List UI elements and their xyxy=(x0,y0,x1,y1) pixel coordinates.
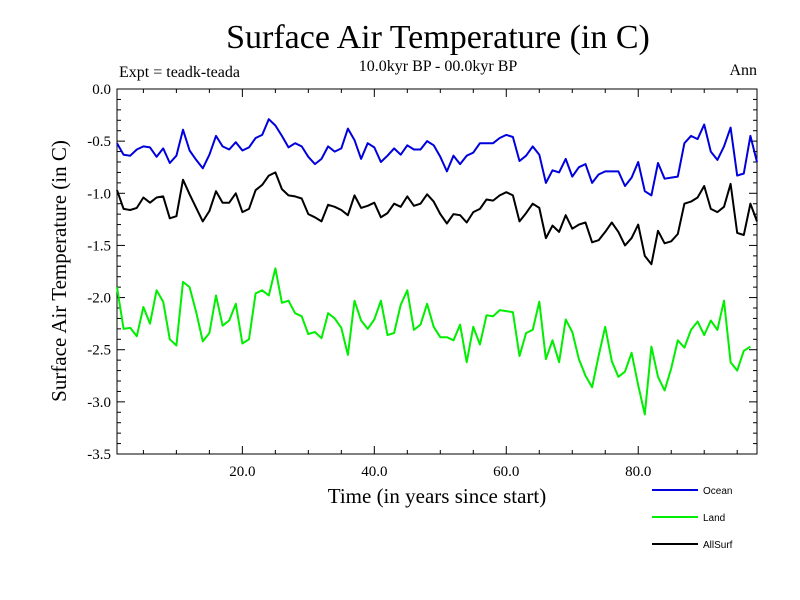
legend-label-allsurf: AllSurf xyxy=(703,540,733,551)
y-tick-label: -1.5 xyxy=(87,238,111,254)
y-axis-label: Surface Air Temperature (in C) xyxy=(47,140,71,402)
series-line-ocean xyxy=(116,118,758,197)
x-tick-label: 40.0 xyxy=(361,464,387,480)
x-tick-label: 20.0 xyxy=(229,464,255,480)
series-line-land xyxy=(116,267,751,416)
legend-label-ocean: Ocean xyxy=(703,486,732,497)
y-tick-label: -3.5 xyxy=(87,447,111,463)
y-tick-label: -2.5 xyxy=(87,343,111,359)
y-tick-label: -0.5 xyxy=(87,134,111,150)
series-line-allsurf xyxy=(116,171,758,266)
x-axis: 20.0 40.0 60.0 80.0 xyxy=(142,89,738,480)
chart-title: Surface Air Temperature (in C) xyxy=(226,19,650,56)
y-tick-label: -1.0 xyxy=(87,186,111,202)
x-tick-label: 80.0 xyxy=(625,464,651,480)
y-tick-label: -3.0 xyxy=(87,395,111,411)
legend: Ocean Land AllSurf xyxy=(652,486,733,551)
experiment-label: Expt = teadk-teada xyxy=(119,64,240,81)
x-tick-label: 60.0 xyxy=(493,464,519,480)
chart-subtitle: 10.0kyr BP - 00.0kyr BP xyxy=(359,58,518,75)
legend-label-land: Land xyxy=(703,513,725,524)
season-label: Ann xyxy=(729,62,757,79)
x-axis-label: Time (in years since start) xyxy=(328,484,547,508)
y-tick-label: -2.0 xyxy=(87,291,111,307)
y-axis: 0.0 -0.5 -1.0 -1.5 -2.0 -2.5 -3.0 -3.5 xyxy=(87,82,757,463)
series-lines xyxy=(116,118,758,416)
y-tick-label: 0.0 xyxy=(92,82,111,98)
plot-frame xyxy=(116,88,758,455)
